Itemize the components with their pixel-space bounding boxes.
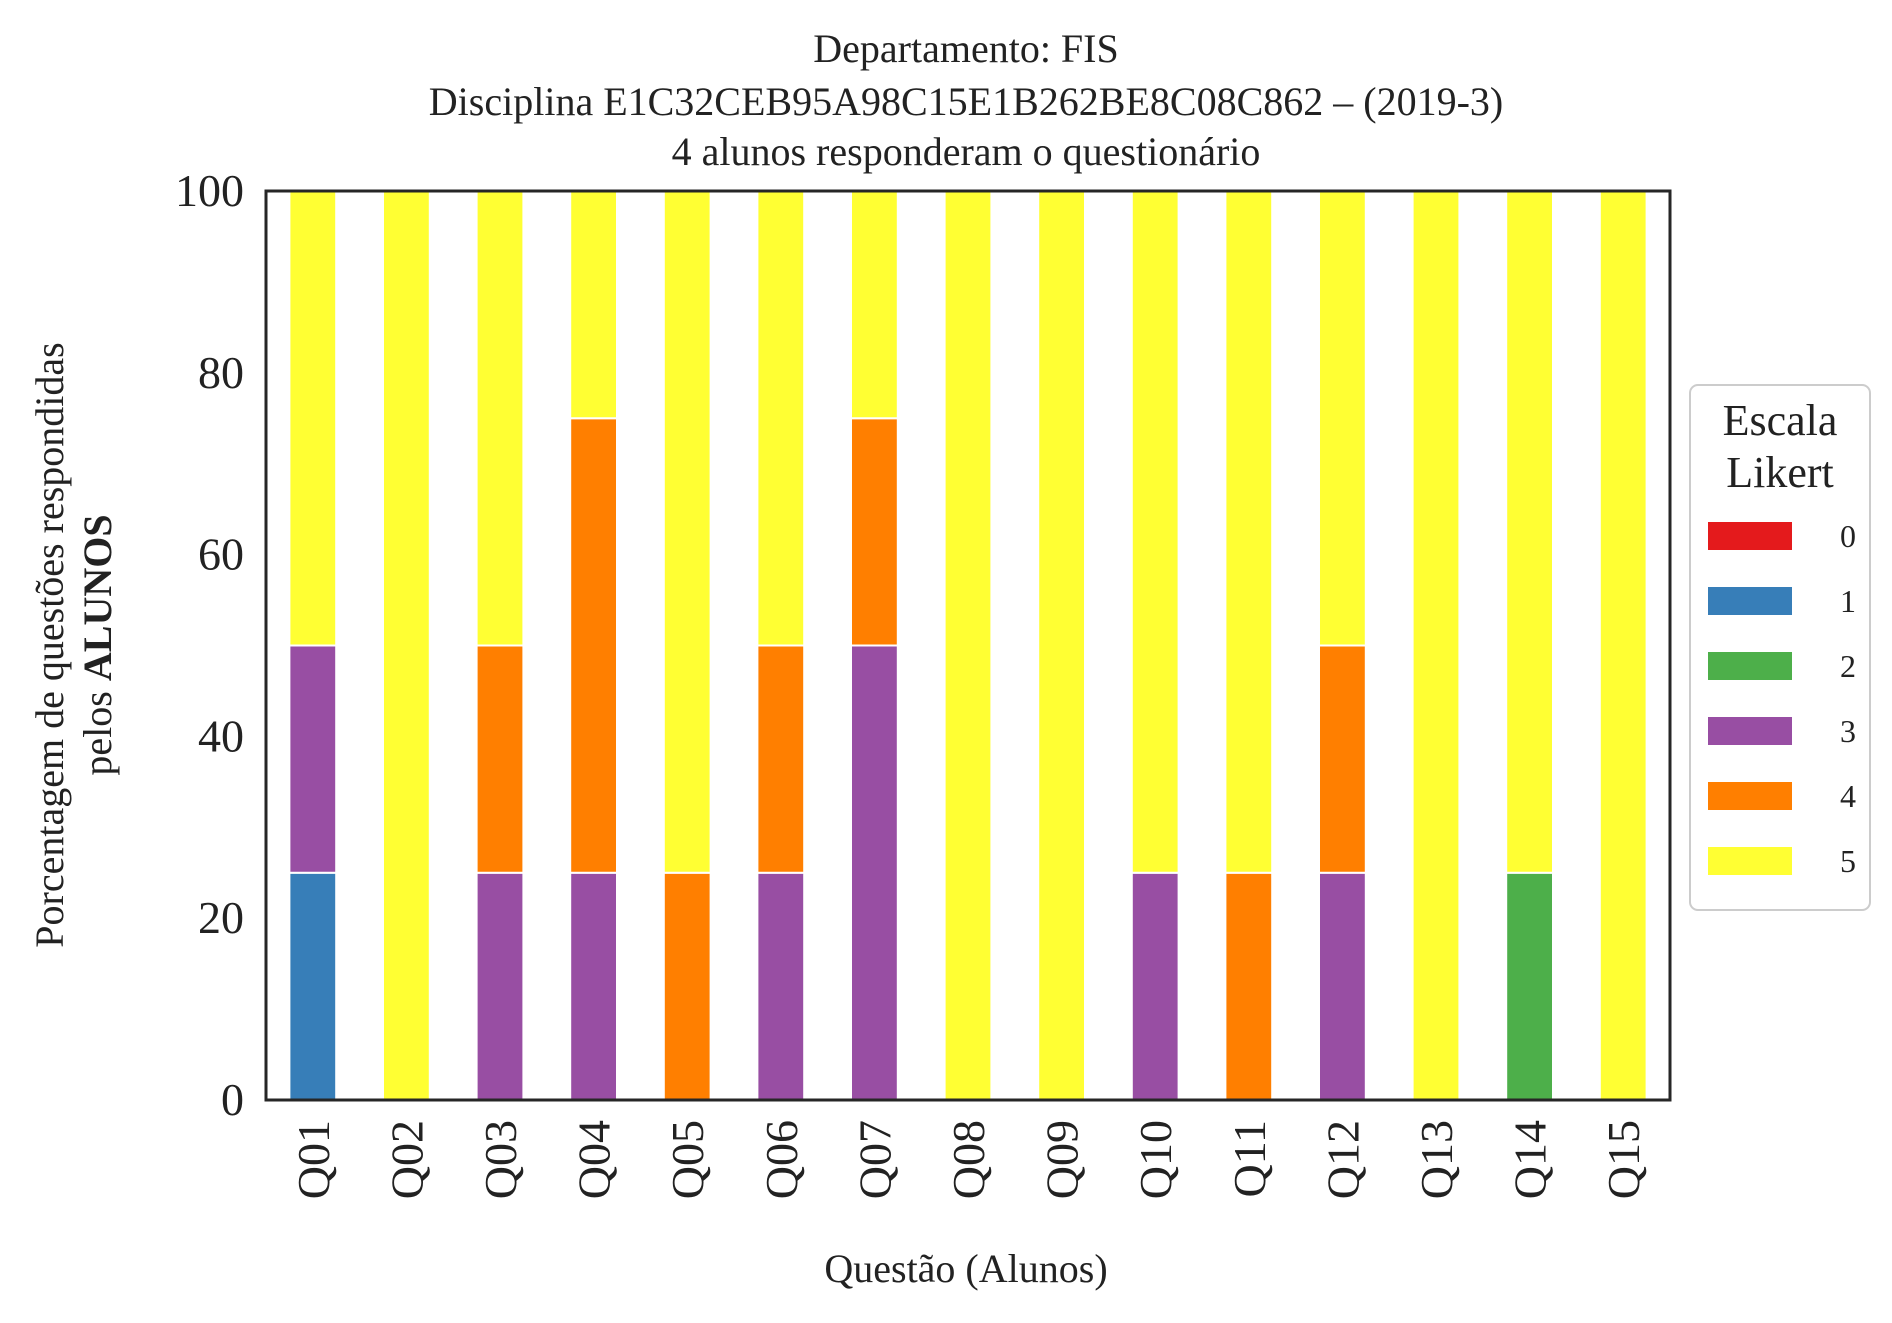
- bar-segment-Q11-likert-5: [1224, 190, 1274, 874]
- x-tick-label-Q12: Q12: [1317, 1120, 1368, 1199]
- y-axis-label-prefix: pelos: [75, 681, 120, 775]
- bars-layer: [288, 190, 1648, 1101]
- legend-label-5: 5: [1840, 843, 1856, 879]
- y-axis-label-line-2: pelos ALUNOS: [75, 514, 120, 775]
- y-tick-label-60: 60: [198, 529, 244, 580]
- legend-swatch-2: [1708, 652, 1792, 680]
- x-tick-label-Q09: Q09: [1037, 1120, 1088, 1199]
- bar-segment-Q04-likert-5: [569, 190, 619, 420]
- x-tick-label-Q13: Q13: [1411, 1120, 1462, 1199]
- chart-title-line-3: 4 alunos responderam o questionário: [672, 129, 1261, 174]
- legend-items: 0 1 2 3 4 5: [1708, 518, 1856, 879]
- y-tick-label-100: 100: [175, 165, 244, 216]
- legend-label-2: 2: [1840, 648, 1856, 684]
- x-tick-label-Q15: Q15: [1598, 1120, 1649, 1199]
- bar-segment-Q07-likert-4: [850, 417, 899, 647]
- x-tick-label-Q11: Q11: [1224, 1120, 1275, 1198]
- y-axis-label-line-1: Porcentagem de questões respondidas: [27, 342, 72, 947]
- legend-label-4: 4: [1840, 778, 1856, 814]
- chart-title-line-2: Disciplina E1C32CEB95A98C15E1B262BE8C08C…: [429, 79, 1503, 124]
- x-tick-label-Q02: Q02: [381, 1120, 432, 1199]
- legend-label-0: 0: [1840, 518, 1856, 554]
- bar-segment-Q14-likert-2: [1505, 871, 1554, 1101]
- bar-segment-Q02-likert-5: [382, 190, 431, 1101]
- x-tick-label-Q04: Q04: [569, 1120, 620, 1199]
- bar-segment-Q11-likert-4: [1224, 871, 1274, 1101]
- bar-segment-Q03-likert-5: [475, 190, 525, 647]
- y-axis-label-bold: ALUNOS: [75, 514, 120, 681]
- bar-segment-Q01-likert-1: [288, 871, 338, 1101]
- bar-segment-Q13-likert-5: [1411, 190, 1461, 1101]
- legend-swatch-1: [1708, 587, 1792, 615]
- x-tick-label-Q07: Q07: [849, 1120, 900, 1199]
- bar-segment-Q04-likert-3: [569, 871, 619, 1101]
- legend-swatch-4: [1708, 782, 1792, 810]
- bar-segment-Q07-likert-5: [850, 190, 899, 420]
- y-axis-label: Porcentagem de questões respondidas pelo…: [27, 342, 120, 947]
- y-tick-label-80: 80: [198, 347, 244, 398]
- x-tick-label-Q10: Q10: [1130, 1120, 1181, 1199]
- bar-segment-Q04-likert-4: [569, 417, 619, 874]
- legend-title-line-1: Escala: [1723, 396, 1838, 445]
- bar-segment-Q06-likert-5: [756, 190, 806, 647]
- bar-segment-Q07-likert-3: [850, 644, 899, 1101]
- x-tick-label-Q06: Q06: [756, 1120, 807, 1199]
- legend-box: [1689, 384, 1871, 911]
- legend-label-1: 1: [1840, 583, 1856, 619]
- y-tick-label-20: 20: [198, 892, 244, 943]
- x-axis-ticks: Q01 Q02 Q03 Q04 Q05 Q06 Q07 Q08 Q09 Q10 Q11 Q12 Q13 Q…: [288, 1120, 1649, 1199]
- bar-segment-Q05-likert-5: [662, 190, 712, 874]
- legend-title-line-2: Likert: [1726, 448, 1834, 497]
- y-tick-label-0: 0: [221, 1074, 244, 1125]
- legend: Escala Likert 0 1 2 3 4 5: [1689, 384, 1871, 911]
- x-tick-label-Q05: Q05: [662, 1120, 713, 1199]
- x-axis-label: Questão (Alunos): [824, 1246, 1107, 1291]
- bar-segment-Q06-likert-4: [756, 644, 806, 874]
- legend-swatch-3: [1708, 717, 1792, 745]
- bar-segment-Q06-likert-3: [756, 871, 806, 1101]
- bar-segment-Q08-likert-5: [943, 190, 993, 1101]
- bar-segment-Q12-likert-4: [1318, 644, 1367, 874]
- bar-segment-Q05-likert-4: [662, 871, 712, 1101]
- bar-segment-Q12-likert-5: [1318, 190, 1367, 647]
- legend-label-3: 3: [1840, 713, 1856, 749]
- bar-segment-Q10-likert-5: [1130, 190, 1180, 874]
- chart-title-line-1: Departamento: FIS: [813, 26, 1119, 71]
- bar-segment-Q14-likert-5: [1505, 190, 1554, 874]
- bar-segment-Q01-likert-3: [288, 644, 338, 874]
- x-tick-label-Q14: Q14: [1505, 1120, 1556, 1199]
- x-tick-label-Q03: Q03: [475, 1120, 526, 1199]
- y-tick-label-40: 40: [198, 710, 244, 761]
- y-axis-ticks: 0 20 40 60 80 100: [175, 165, 244, 1125]
- legend-swatch-0: [1708, 522, 1792, 550]
- plot-frame: [264, 189, 1672, 1102]
- bar-segment-Q03-likert-3: [475, 871, 525, 1101]
- bar-segment-Q03-likert-4: [475, 644, 525, 874]
- bar-segment-Q10-likert-3: [1130, 871, 1180, 1101]
- x-tick-label-Q08: Q08: [943, 1120, 994, 1199]
- bar-segment-Q15-likert-5: [1598, 190, 1648, 1101]
- legend-swatch-5: [1708, 847, 1792, 875]
- bar-segment-Q01-likert-5: [288, 190, 338, 647]
- x-tick-label-Q01: Q01: [288, 1120, 339, 1199]
- bar-segment-Q09-likert-5: [1037, 190, 1086, 1101]
- bar-segment-Q12-likert-3: [1318, 871, 1367, 1101]
